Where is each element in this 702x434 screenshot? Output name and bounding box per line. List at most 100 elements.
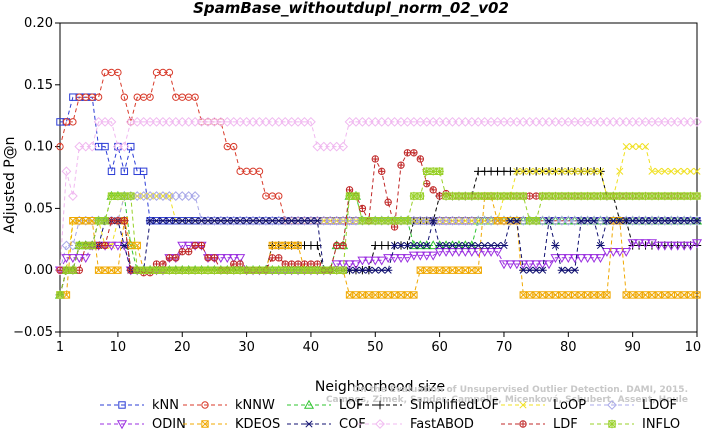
- data-point-inflo: [499, 191, 509, 201]
- data-point-fastabod: [125, 116, 136, 127]
- legend-marker-loop: [519, 401, 527, 409]
- data-point-fastabod: [556, 116, 567, 127]
- data-point-odin: [550, 254, 561, 264]
- data-point-fastabod: [293, 116, 303, 127]
- data-point-ldf: [358, 204, 367, 213]
- legend-marker-fastabod: [375, 419, 385, 429]
- data-point-fastabod: [138, 116, 149, 127]
- data-point-fastabod: [376, 116, 387, 127]
- data-point-fastabod: [203, 116, 213, 127]
- legend-item-inflo: INFLO: [590, 417, 680, 432]
- legend-label-fastabod: FastABOD: [410, 417, 474, 432]
- data-point-inflo: [583, 191, 592, 201]
- data-point-ldf: [410, 149, 418, 157]
- data-point-inflo: [203, 266, 213, 275]
- data-point-inflo: [261, 266, 271, 275]
- data-point-inflo: [673, 191, 682, 201]
- data-point-knnw: [165, 68, 174, 77]
- data-point-fastabod: [312, 141, 323, 152]
- data-point-kdeos: [474, 266, 482, 274]
- chart-title: SpamBase_withoutdupl_norm_02_v02: [193, 0, 509, 17]
- data-point-cof: [692, 217, 702, 225]
- data-point-fastabod: [531, 116, 542, 127]
- data-point-inflo: [641, 191, 650, 201]
- data-point-inflo: [171, 266, 181, 275]
- data-point-inflo: [178, 266, 187, 275]
- data-point-fastabod: [640, 116, 651, 127]
- data-point-odin: [679, 241, 690, 251]
- data-point-ldf: [120, 217, 129, 225]
- data-point-ldof: [235, 215, 246, 226]
- data-point-odin: [370, 256, 381, 266]
- y-tick-label: 0.00: [24, 263, 53, 278]
- data-point-fastabod: [621, 116, 632, 127]
- data-point-inflo: [544, 191, 554, 201]
- data-point-inflo: [248, 266, 258, 275]
- data-point-ldof: [338, 215, 349, 226]
- data-point-odin: [511, 260, 522, 270]
- data-point-inflo: [647, 191, 657, 201]
- data-point-inflo: [197, 266, 206, 275]
- data-point-inflo: [602, 191, 612, 201]
- data-point-ldf: [332, 241, 341, 250]
- data-point-odin: [569, 254, 580, 264]
- data-point-inflo: [87, 241, 97, 250]
- x-tick-label: 50: [367, 340, 384, 355]
- data-point-cof: [313, 217, 322, 225]
- data-point-knnw: [56, 142, 64, 151]
- data-point-knnw: [62, 118, 71, 126]
- legend-item-kdeos: KDEOS: [183, 417, 280, 432]
- data-point-odin: [466, 247, 477, 257]
- data-point-ldof: [666, 215, 677, 226]
- data-point-fastabod: [215, 116, 226, 127]
- data-point-knn: [120, 167, 129, 176]
- data-point-inflo: [570, 191, 579, 201]
- data-point-odin: [61, 254, 72, 264]
- data-point-inflo: [358, 216, 367, 225]
- data-point-inflo: [609, 191, 618, 201]
- data-point-knnw: [120, 93, 129, 101]
- series-ldof: [55, 191, 702, 276]
- data-point-ldof: [299, 215, 310, 226]
- data-point-fastabod: [132, 116, 143, 127]
- data-point-fastabod: [589, 116, 599, 127]
- data-point-ldof: [454, 215, 464, 226]
- data-point-knnw: [191, 93, 199, 101]
- data-point-odin: [621, 247, 632, 257]
- data-point-inflo: [512, 191, 522, 201]
- data-point-fastabod: [196, 116, 207, 127]
- data-point-odin: [576, 254, 587, 264]
- data-point-ldf: [429, 186, 437, 194]
- legend-item-ldf: LDF: [501, 417, 578, 432]
- data-point-fastabod: [370, 116, 381, 127]
- data-point-fastabod: [183, 116, 194, 127]
- data-point-cof: [383, 266, 393, 274]
- data-point-odin: [691, 239, 702, 249]
- data-point-knn: [107, 167, 116, 176]
- data-point-inflo: [371, 216, 380, 225]
- data-point-odin: [338, 260, 349, 270]
- data-point-odin: [421, 251, 432, 261]
- data-point-ldof: [460, 215, 471, 226]
- data-point-fastabod: [357, 116, 368, 127]
- data-point-inflo: [538, 191, 547, 201]
- data-point-inflo: [133, 266, 142, 275]
- data-point-fastabod: [145, 116, 155, 127]
- data-point-ldf: [101, 241, 109, 250]
- data-point-inflo: [454, 191, 464, 201]
- data-point-loop: [693, 167, 701, 175]
- data-point-odin: [74, 254, 85, 264]
- data-point-fastabod: [325, 141, 336, 152]
- data-point-knnw: [230, 142, 238, 151]
- data-point-ldof: [267, 215, 278, 226]
- data-point-ldof: [145, 191, 155, 201]
- data-point-cof: [499, 241, 509, 250]
- plot-frame: [59, 22, 698, 333]
- legend-label-knn: kNN: [152, 398, 179, 413]
- data-point-ldof: [222, 215, 233, 226]
- data-point-fastabod: [647, 116, 657, 127]
- data-point-odin: [640, 239, 651, 249]
- data-point-kdeos: [294, 241, 302, 250]
- data-point-inflo: [223, 266, 232, 275]
